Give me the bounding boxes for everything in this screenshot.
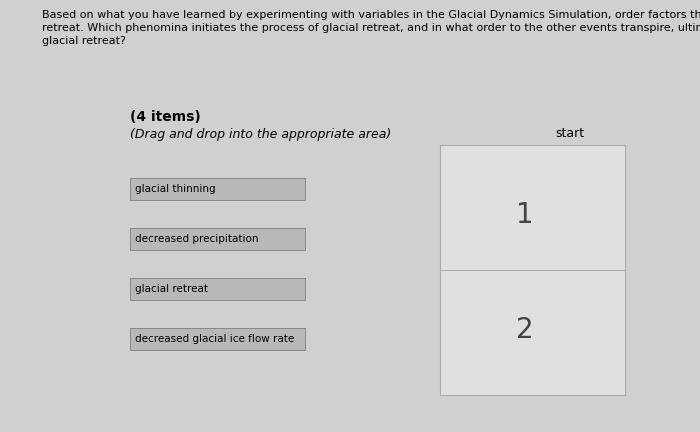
Text: Based on what you have learned by experimenting with variables in the Glacial Dy: Based on what you have learned by experi… [42,10,700,46]
Bar [130,328,305,350]
Text: decreased precipitation: decreased precipitation [135,234,258,244]
Text: 2: 2 [516,316,534,344]
Text: glacial retreat: glacial retreat [135,284,208,294]
Text: 1: 1 [516,201,534,229]
Text: start: start [555,127,584,140]
Text: glacial thinning: glacial thinning [135,184,216,194]
Text: decreased glacial ice flow rate: decreased glacial ice flow rate [135,334,294,344]
Bar [130,278,305,300]
Bar [130,178,305,200]
Bar [130,228,305,250]
Text: (4 items): (4 items) [130,110,201,124]
Bar [440,145,625,395]
Text: (Drag and drop into the appropriate area): (Drag and drop into the appropriate area… [130,128,391,141]
